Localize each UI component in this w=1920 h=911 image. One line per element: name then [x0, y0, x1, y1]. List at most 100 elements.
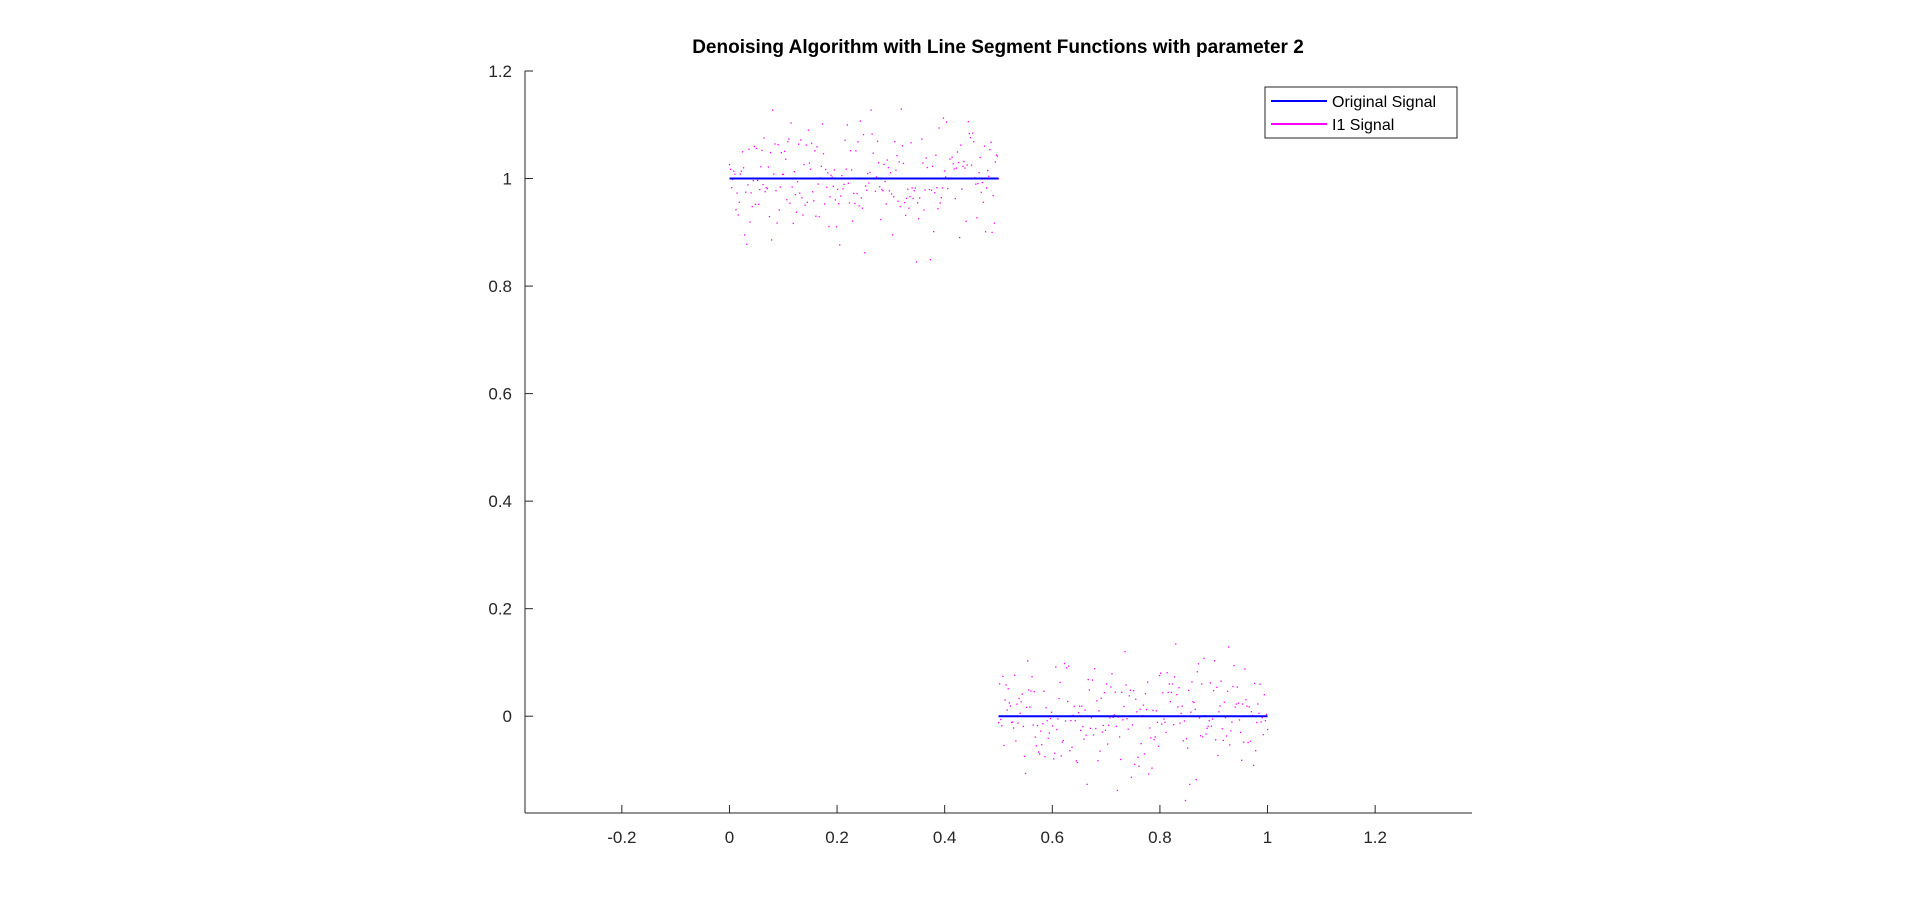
- i1-signal-point: [1024, 772, 1027, 775]
- i1-signal-point: [747, 184, 749, 186]
- i1-signal-point: [933, 230, 935, 233]
- i1-signal-point: [847, 182, 850, 184]
- i1-signal-point: [861, 207, 864, 209]
- i1-signal-point: [1028, 689, 1030, 691]
- i1-signal-point: [1020, 701, 1022, 703]
- i1-signal-point: [812, 191, 814, 193]
- i1-signal-point: [987, 169, 989, 172]
- i1-signal-point: [1091, 679, 1094, 681]
- i1-signal-point: [739, 173, 741, 175]
- i1-signal-point: [966, 164, 968, 166]
- i1-signal-point: [994, 161, 996, 163]
- i1-signal-point: [1233, 665, 1235, 667]
- i1-signal-point: [765, 186, 767, 189]
- i1-signal-point: [863, 252, 866, 254]
- axes: -0.2 0 0.2 0.4 0.6 0.8 1 1.2 0 0.2 0.4 0.6 0.8 1 1.2: [488, 62, 1472, 847]
- i1-signal-point: [1021, 693, 1023, 695]
- i1-signal-point: [1179, 722, 1181, 724]
- i1-signal-point: [953, 168, 955, 170]
- i1-signal-point: [821, 123, 824, 125]
- i1-signal-point: [896, 155, 898, 157]
- i1-signal-point: [895, 169, 897, 171]
- i1-signal-point: [1062, 739, 1065, 742]
- i1-signal-point: [783, 150, 786, 152]
- i1-signal-point: [1013, 727, 1015, 729]
- i1-signal-point: [837, 202, 840, 205]
- i1-signal-point: [1074, 720, 1076, 722]
- i1-signal-point: [835, 226, 838, 228]
- i1-signal-point: [736, 192, 738, 194]
- i1-signal-point: [1182, 740, 1184, 742]
- i1-signal-point: [1101, 731, 1103, 733]
- i1-signal-point: [1007, 688, 1009, 690]
- i1-signal-point: [762, 183, 764, 186]
- legend: Original Signal I1 Signal: [1264, 86, 1458, 139]
- i1-signal-point: [1189, 783, 1191, 786]
- i1-signal-point: [914, 187, 916, 189]
- i1-signal-point: [785, 158, 787, 160]
- i1-signal-point: [1103, 692, 1106, 694]
- i1-signal-point: [1119, 758, 1122, 761]
- legend-label: Original Signal: [1332, 94, 1436, 111]
- i1-signal-point: [1171, 683, 1174, 685]
- i1-signal-point: [943, 170, 946, 172]
- i1-signal-point: [803, 163, 805, 166]
- i1-signal-point: [813, 200, 815, 202]
- i1-signal-point: [848, 202, 851, 204]
- i1-signal-point: [760, 166, 762, 168]
- i1-signal-point: [1084, 709, 1086, 711]
- i1-signal-point: [1035, 745, 1038, 747]
- i1-signal-point: [1131, 724, 1134, 726]
- i1-signal-point: [1215, 739, 1217, 741]
- i1-signal-point: [1048, 732, 1050, 734]
- i1-signal-point: [1218, 711, 1220, 713]
- i1-signal-point: [1211, 718, 1214, 720]
- i1-signal-point: [884, 180, 886, 183]
- x-tick-label: -0.2: [607, 828, 636, 847]
- i1-signal-point: [1034, 736, 1036, 738]
- i1-signal-point: [1063, 662, 1066, 665]
- i1-signal-point: [942, 117, 945, 119]
- i1-signal-point: [888, 190, 891, 192]
- i1-signal-point: [940, 196, 942, 199]
- i1-signal-point: [947, 188, 949, 190]
- i1-signal-point: [980, 191, 982, 194]
- i1-signal-point: [1216, 686, 1218, 688]
- i1-signal-point: [792, 222, 794, 225]
- i1-signal-point: [1022, 725, 1025, 728]
- i1-signal-point: [1098, 710, 1100, 712]
- i1-signal-point: [1197, 663, 1200, 665]
- i1-signal-point: [1162, 692, 1164, 694]
- i1-signal-point: [951, 156, 953, 158]
- i1-signal-point: [962, 165, 964, 168]
- i1-signal-point: [755, 147, 758, 150]
- i1-signal-point: [1217, 754, 1219, 757]
- i1-signal-point: [748, 148, 750, 150]
- i1-signal-point: [1110, 686, 1112, 688]
- i1-signal-point: [1096, 700, 1098, 702]
- i1-signal-point: [1198, 717, 1201, 719]
- i1-signal-point: [922, 162, 924, 164]
- i1-signal-point: [1031, 676, 1033, 678]
- i1-signal-point: [955, 167, 958, 169]
- i1-signal-point: [1044, 756, 1046, 758]
- i1-signal-point: [938, 127, 940, 129]
- i1-signal-point: [769, 151, 772, 154]
- i1-signal-point: [964, 167, 966, 169]
- i1-signal-point: [869, 171, 871, 174]
- i1-signal-point: [911, 187, 913, 189]
- i1-signal-point: [937, 208, 939, 210]
- i1-signal-point: [1163, 718, 1165, 720]
- i1-signal-point: [901, 145, 904, 147]
- i1-signal-point: [1092, 734, 1095, 736]
- i1-signal-point: [946, 121, 948, 123]
- i1-signal-point: [1257, 703, 1259, 705]
- i1-signal-point: [826, 186, 828, 188]
- i1-signal-point: [894, 141, 896, 143]
- i1-signal-point: [883, 163, 885, 166]
- i1-signal-point: [1165, 731, 1167, 734]
- i1-signal-point: [1144, 693, 1147, 695]
- i1-signal-point: [816, 146, 818, 148]
- i1-signal-point: [823, 203, 826, 205]
- i1-signal-point: [827, 172, 829, 174]
